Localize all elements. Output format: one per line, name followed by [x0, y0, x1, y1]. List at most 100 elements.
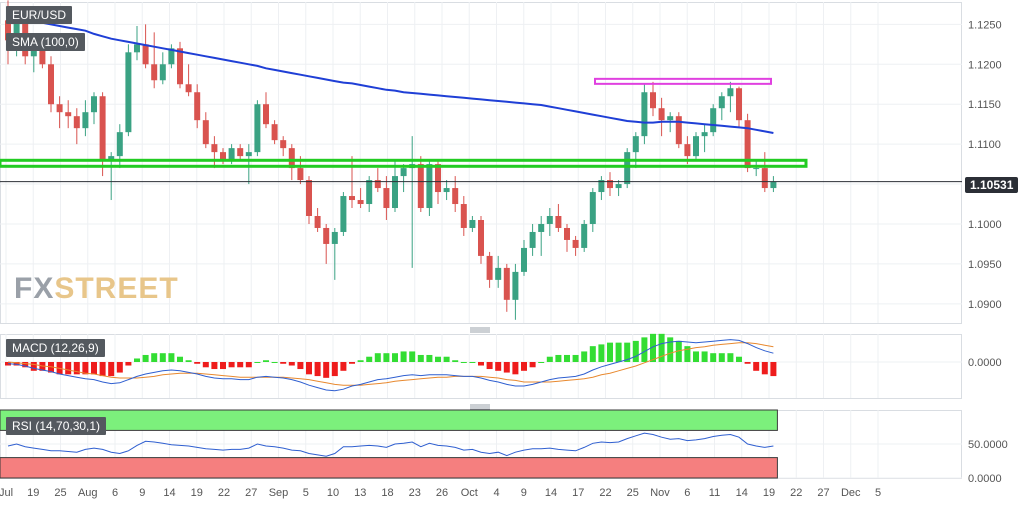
macd-histogram-bar	[288, 362, 295, 366]
x-tick-label: 6	[684, 487, 690, 499]
x-tick-label: 18	[381, 487, 393, 499]
candle-body	[478, 219, 484, 256]
candle-body	[297, 168, 304, 181]
candle-body	[435, 164, 441, 193]
macd-histogram-bar	[615, 342, 622, 362]
candle-body	[73, 116, 80, 129]
macd-histogram-bar	[108, 362, 115, 377]
macd-histogram-bar	[185, 360, 192, 362]
candle-body	[65, 112, 72, 117]
macd-histogram-bar	[641, 337, 648, 362]
macd-histogram-bar	[667, 337, 674, 362]
x-tick-label: 6	[112, 487, 118, 499]
candle-body	[615, 184, 622, 189]
resistance-line	[594, 77, 772, 85]
macd-histogram-bar	[632, 340, 639, 362]
macd-histogram-bar	[512, 362, 519, 375]
candle-body	[641, 92, 648, 137]
x-tick-label: 10	[327, 487, 339, 499]
macd-histogram-bar	[710, 353, 717, 362]
macd-histogram-bar	[297, 362, 304, 370]
macd-plot	[5, 333, 777, 392]
macd-histogram-bar	[314, 362, 321, 377]
macd-histogram-bar	[211, 362, 218, 370]
macd-histogram-bar	[82, 362, 89, 375]
candle-body	[684, 144, 691, 157]
macd-histogram-bar	[693, 351, 699, 362]
macd-histogram-bar	[357, 360, 364, 362]
candle-body	[675, 116, 682, 145]
candle-body	[701, 132, 708, 137]
candle-body	[650, 92, 656, 109]
candle-body	[323, 227, 330, 244]
candle-body	[753, 168, 760, 170]
candle-body	[443, 188, 450, 193]
macd-histogram-bar	[417, 354, 424, 362]
candle-body	[357, 200, 364, 205]
fxstreet-logo: FXSTREET	[14, 272, 179, 305]
rsi-line	[7, 432, 774, 457]
y-tick-label: 1.1100	[968, 139, 1001, 151]
candle-body	[56, 104, 63, 113]
macd-y-tick-label: 0.0000	[968, 357, 1002, 369]
macd-histogram-bar	[323, 362, 330, 378]
x-tick-label: 5	[303, 487, 309, 499]
candle-body	[349, 196, 355, 201]
candle-body	[529, 231, 536, 248]
macd-histogram-bar	[142, 354, 149, 362]
rsi-plot	[0, 409, 778, 479]
y-tick-label: 1.1250	[968, 19, 1002, 31]
panel-frame	[0, 334, 962, 399]
macd-histogram-bar	[366, 356, 373, 362]
x-tick-label: 9	[139, 487, 145, 499]
candle-body	[288, 148, 295, 169]
x-tick-label: 13	[354, 487, 366, 499]
macd-histogram-bar	[761, 362, 768, 375]
macd-legend: MACD (12,26,9)	[6, 339, 105, 357]
macd-histogram-bar	[529, 362, 536, 368]
x-tick-label: 26	[436, 487, 448, 499]
x-tick-label: 25	[627, 487, 639, 499]
candle-body	[658, 108, 665, 121]
candle-body	[134, 44, 140, 53]
macd-histogram-bar	[503, 362, 510, 373]
candle-body	[624, 152, 631, 185]
x-tick-label: 22	[218, 487, 230, 499]
macd-histogram-bar	[564, 354, 570, 362]
candle-body	[151, 64, 158, 81]
macd-histogram-bar	[237, 362, 244, 368]
x-tick-label: 19	[27, 487, 39, 499]
x-tick-label: 19	[191, 487, 203, 499]
x-tick-label: 14	[163, 487, 175, 499]
candle-body	[82, 112, 89, 129]
x-tick-label: 19	[763, 487, 775, 499]
x-tick-label: Aug	[78, 487, 98, 499]
x-tick-label: 22	[599, 487, 611, 499]
candle-body	[512, 271, 519, 300]
macd-histogram-bar	[409, 351, 416, 362]
macd-histogram-bar	[452, 360, 459, 362]
macd-histogram-bar	[572, 354, 579, 362]
x-tick-label: Dec	[841, 487, 861, 499]
candle-body	[91, 96, 97, 113]
candle-body	[546, 216, 553, 224]
macd-histogram-bar	[658, 333, 665, 362]
macd-histogram-bar	[736, 356, 742, 362]
x-tick-label: Jul	[0, 487, 13, 499]
macd-histogram-bar	[744, 362, 751, 364]
y-tick-label: 1.0900	[968, 299, 1002, 311]
candle-body	[744, 120, 751, 169]
macd-histogram-bar	[727, 353, 734, 362]
candle-body	[710, 108, 717, 133]
macd-histogram-bar	[99, 362, 106, 377]
support-line	[0, 158, 808, 168]
macd-histogram-bar	[228, 362, 235, 368]
macd-histogram-bar	[701, 351, 708, 362]
candle-body	[486, 255, 493, 280]
candle-body	[185, 84, 192, 93]
candle-body	[555, 216, 562, 228]
macd-histogram-bar	[753, 362, 760, 371]
candle-body	[426, 164, 433, 209]
rsi-overbought-zone	[0, 409, 778, 431]
